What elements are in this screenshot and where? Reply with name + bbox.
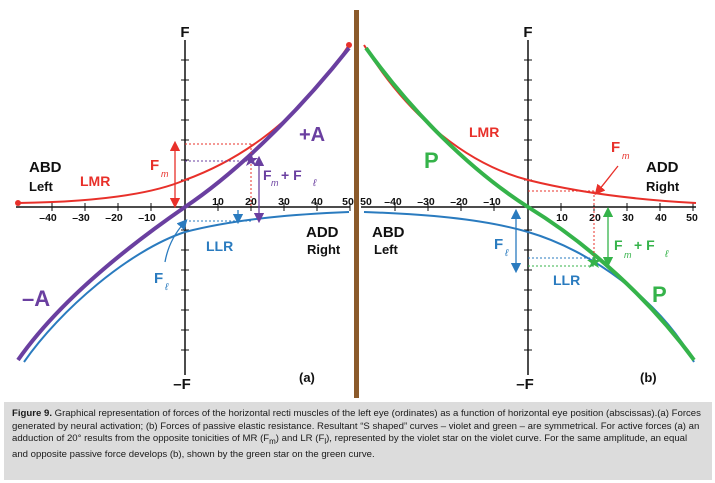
panel-a-add-label: ADD (306, 224, 339, 241)
panel-b-p-upper-label: P (424, 148, 439, 173)
panel-a-fl-sub: ℓ (164, 282, 169, 293)
panel-a-plus-a-label: +A (299, 124, 325, 146)
panel-a-fl-label: F (154, 270, 163, 287)
figure-caption: Figure 9. Graphical representation of fo… (12, 408, 704, 461)
caption-end: ), represented by the violet star on the… (12, 433, 688, 460)
panel-a-llr-label: LLR (206, 238, 233, 254)
caption-mid: ) and LR (F (275, 433, 325, 445)
panel-a: –40 –30 –20 –10 10 20 30 40 50 F –F (15, 24, 354, 393)
panel-a-right-label: Right (307, 242, 341, 257)
panel-b-sum-sub2: ℓ (664, 249, 669, 260)
panel-a-sum-sub2: ℓ (312, 178, 317, 189)
panel-b-llr-label: LLR (553, 272, 580, 288)
panel-a-axis-top-label: F (180, 24, 189, 41)
panel-a-tick-label: 50 (342, 196, 354, 208)
panel-a-tick-label: –10 (138, 212, 156, 224)
panel-b-fm-guides (528, 190, 600, 262)
panel-b-fm-label: F (611, 139, 620, 156)
panel-b-tick-label: –40 (384, 196, 402, 208)
panel-b-axis-bottom-label: –F (516, 376, 534, 393)
panel-b-tick-label: 50 (686, 212, 698, 224)
panel-a-lmr-end-dot (346, 42, 352, 48)
panel-a-fl-pointer (164, 219, 188, 263)
panel-a-minus-a-label: –A (22, 286, 50, 311)
panel-a-tick-label: 30 (278, 196, 290, 208)
panel-a-tick-label: 10 (212, 196, 224, 208)
panel-a-lmr-start-dot (15, 200, 21, 206)
panel-a-llr-curve (23, 211, 350, 363)
panel-a-lmr-label: LMR (80, 173, 110, 189)
panel-a-tick-label: –30 (72, 212, 90, 224)
panel-b-resultant-curve (364, 46, 696, 362)
panel-divider (354, 10, 359, 398)
caption-sub-l: l (324, 437, 327, 447)
panel-b-p-lower-label: P (652, 282, 667, 307)
caption-label: Figure 9. (12, 408, 52, 419)
panel-b-tick-label: 40 (655, 212, 667, 224)
panel-a-sum-f1: F (263, 167, 272, 183)
panel-b-green-star (587, 255, 601, 268)
panel-b-tick-label: 30 (622, 212, 634, 224)
panel-a-resultant-curve (16, 46, 351, 362)
panel-a-letter: (a) (299, 370, 315, 385)
panel-a-violet-star (244, 153, 258, 166)
panel-a-sum-plus: + F (281, 167, 302, 183)
panel-b-fl-sub: ℓ (504, 248, 509, 259)
panel-a-y-ticks (181, 59, 189, 351)
panel-a-fm-guides (185, 143, 252, 207)
caption-text: Graphical representation of forces of th… (12, 408, 701, 445)
panel-b-tick-label: –10 (483, 196, 501, 208)
panel-b-tick-label: –20 (450, 196, 468, 208)
panel-b-axis-top-label: F (523, 24, 532, 41)
panel-b-tick-label: 20 (589, 212, 601, 224)
panel-b-sum-f1: F (614, 237, 623, 253)
panel-a-left-label: Left (29, 179, 54, 194)
panel-b-lmr-label: LMR (469, 124, 499, 140)
panel-a-sum-sub1: m (271, 178, 279, 188)
panel-b-tick-label: –30 (417, 196, 435, 208)
caption-sub-m: m (269, 437, 276, 447)
panel-a-x-ticks (51, 203, 351, 211)
panel-a-axis-bottom-label: –F (173, 376, 191, 393)
panel-b-tick-label: 10 (556, 212, 568, 224)
panel-b-sum-plus: + F (634, 237, 655, 253)
panel-a-fm-label: F (150, 157, 159, 174)
panel-a-tick-label: –20 (105, 212, 123, 224)
panel-b-fm-sub: m (622, 151, 630, 161)
panel-a-tick-label: –40 (39, 212, 57, 224)
caption-box: Figure 9. Graphical representation of fo… (4, 402, 712, 480)
panel-b-right-label: Right (646, 179, 680, 194)
panel-b-fm-pointer (594, 165, 619, 195)
force-diagram-figure: –40 –30 –20 –10 10 20 30 40 50 F –F (15, 10, 698, 398)
panel-b-left-label: Left (374, 242, 399, 257)
panel-a-fm-sub: m (161, 169, 169, 179)
panel-b-fl-label: F (494, 236, 503, 253)
panel-b: 50 –40 –30 –20 –10 10 20 30 40 50 F –F (360, 24, 698, 393)
panel-b-add-label: ADD (646, 159, 679, 176)
panel-b-letter: (b) (640, 370, 657, 385)
panel-a-tick-label: 40 (311, 196, 323, 208)
panel-a-abd-label: ABD (29, 159, 62, 176)
panel-b-sum-sub1: m (624, 250, 632, 260)
panel-b-abd-label: ABD (372, 224, 405, 241)
panel-b-llr-curve (363, 211, 695, 363)
panel-b-tick-label: 50 (360, 196, 372, 208)
